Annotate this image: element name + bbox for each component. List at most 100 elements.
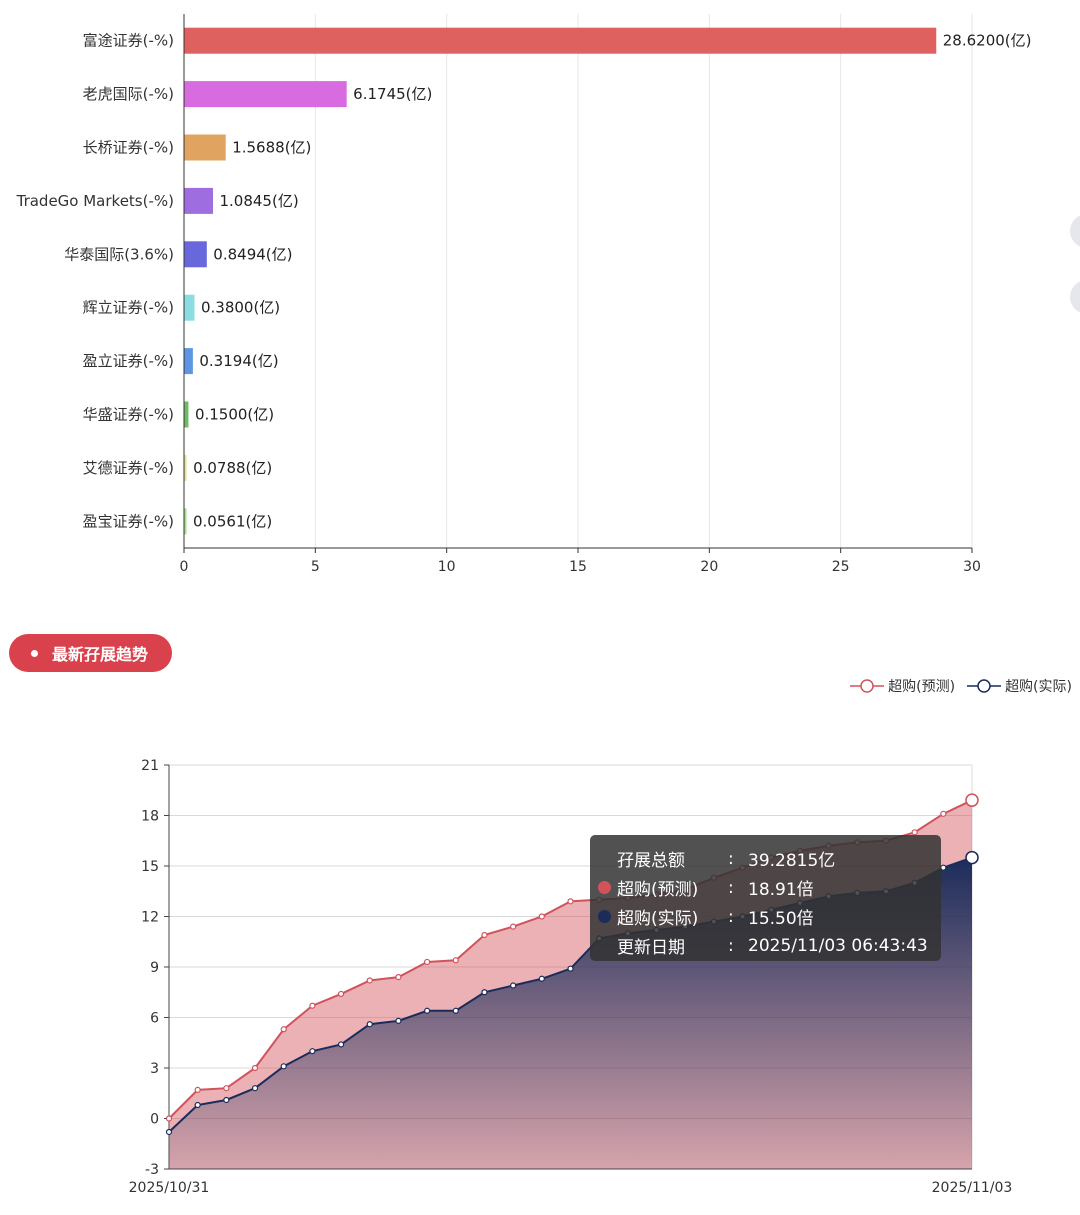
y-tick-label: 0 (150, 1112, 159, 1128)
forecast-point (510, 923, 517, 930)
actual-point (395, 1017, 402, 1024)
actual-point (165, 1128, 173, 1136)
bar-category-label: 长桥证券(-%) (83, 139, 174, 157)
bar-value-label: 0.0788(亿) (193, 459, 272, 477)
bar-category-label: 华泰国际(3.6%) (64, 245, 174, 263)
y-tick-label: -3 (145, 1162, 159, 1178)
tooltip-actual-value: 15.50倍 (748, 909, 814, 929)
x-tick-label: 0 (180, 559, 189, 575)
forecast-point (452, 957, 459, 964)
bar-value-label: 0.1500(亿) (195, 406, 274, 424)
trend-legend: 超购(预测) 超购(实际) (850, 676, 1072, 696)
tooltip-row-date: 更新日期 : 2025/11/03 06:43:43 (598, 931, 941, 960)
bar-category-label: 艾德证券(-%) (83, 459, 174, 477)
bar-category-label: TradeGo Markets(-%) (16, 192, 174, 210)
forecast-point (424, 958, 431, 966)
bar (184, 401, 189, 428)
forecast-point (366, 977, 373, 984)
bar (184, 508, 187, 535)
x-tick-label: 10 (438, 559, 456, 575)
bar (184, 294, 195, 321)
forecast-point (940, 810, 947, 817)
legend-item-forecast[interactable]: 超购(预测) (850, 676, 955, 696)
section-title-pill[interactable]: 最新孖展趋势 (9, 634, 172, 672)
tooltip-total-value: 39.2815亿 (748, 851, 836, 871)
forecast-point (481, 931, 488, 939)
actual-point (481, 989, 488, 996)
broker-margin-bar-chart: 0 5 10 15 20 25 30 富途证券(-%) 28.6200(亿) 老虎国际(-%) 6.… (16, 14, 1032, 575)
tooltip-total-label: 孖展总额 (617, 851, 685, 871)
actual-point (424, 1007, 431, 1014)
bar-value-label: 1.5688(亿) (232, 139, 311, 157)
bar-category-label: 辉立证券(-%) (83, 299, 174, 317)
tooltip-row-actual: 超购(实际) : 15.50倍 (598, 902, 941, 931)
forecast-point (280, 1026, 287, 1033)
bar (184, 187, 213, 214)
actual-point (510, 982, 517, 989)
bar (184, 454, 187, 481)
bar-value-label: 0.0561(亿) (193, 512, 272, 530)
forecast-point (965, 793, 979, 807)
tooltip-colon: : (728, 906, 734, 927)
forecast-point (567, 898, 574, 905)
y-tick-label: 21 (141, 758, 159, 774)
tooltip-actual-label: 超购(实际) (617, 909, 699, 929)
tooltip-colon: : (728, 877, 734, 898)
y-tick-label: 9 (150, 960, 159, 976)
forecast-point (911, 829, 918, 836)
side-scroll-circle[interactable] (1070, 280, 1080, 314)
y-tick-label: 18 (141, 809, 159, 825)
y-tick-label: 12 (141, 910, 159, 926)
y-tick-label: 3 (150, 1061, 159, 1077)
bar-category-label: 盈宝证券(-%) (83, 512, 174, 530)
bar-value-label: 0.3194(亿) (199, 352, 278, 370)
forecast-point (223, 1085, 230, 1092)
bar (184, 241, 207, 268)
section-title: 最新孖展趋势 (52, 645, 149, 664)
actual-point (194, 1101, 201, 1109)
forecast-point (251, 1064, 259, 1072)
actual-point (452, 1007, 459, 1014)
legend-actual-marker-icon (967, 679, 1002, 693)
bar (184, 81, 347, 108)
forecast-point (309, 1002, 316, 1009)
y-tick-label: 6 (150, 1011, 159, 1027)
bar-category-label: 盈立证券(-%) (83, 352, 174, 370)
x-tick-label: 30 (963, 559, 981, 575)
tooltip-row-forecast: 超购(预测) : 18.91倍 (598, 873, 941, 902)
tooltip-forecast-value: 18.91倍 (748, 880, 814, 900)
actual-point (337, 1041, 345, 1048)
bar-value-label: 1.0845(亿) (219, 192, 298, 210)
actual-point (366, 1021, 373, 1028)
forecast-point (194, 1086, 201, 1093)
x-tick-label: 20 (700, 559, 718, 575)
actual-point (940, 864, 947, 871)
bar-value-label: 6.1745(亿) (353, 85, 432, 103)
bar-value-label: 0.3800(亿) (201, 299, 280, 317)
legend-actual-label: 超购(实际) (1005, 679, 1072, 695)
forecast-point (337, 990, 345, 998)
legend-item-actual[interactable]: 超购(实际) (967, 676, 1072, 696)
tooltip-forecast-label: 超购(预测) (617, 880, 699, 900)
actual-point (309, 1048, 316, 1055)
bullet-dot (31, 649, 38, 657)
tooltip-actual-dot-icon (598, 910, 611, 923)
bar-category-label: 富途证券(-%) (83, 32, 174, 50)
x-tick-label: 25 (832, 559, 850, 575)
tooltip-forecast-dot-icon (598, 881, 611, 894)
tooltip-row-total: 孖展总额 : 39.2815亿 (598, 844, 941, 873)
actual-point (223, 1096, 230, 1104)
bar-value-label: 28.6200(亿) (943, 32, 1032, 50)
bar (184, 134, 226, 161)
x-tick-label: 2025/11/03 (932, 1180, 1013, 1196)
forecast-point (165, 1115, 173, 1122)
x-tick-label: 15 (569, 559, 587, 575)
actual-point (965, 850, 979, 865)
bar-category-label: 老虎国际(-%) (83, 85, 174, 103)
x-tick-label: 2025/10/31 (129, 1180, 210, 1196)
forecast-point (395, 974, 402, 981)
bar (184, 348, 193, 375)
actual-point (251, 1085, 259, 1092)
side-scroll-circle[interactable] (1070, 214, 1080, 248)
bar-category-label: 华盛证券(-%) (83, 406, 174, 424)
